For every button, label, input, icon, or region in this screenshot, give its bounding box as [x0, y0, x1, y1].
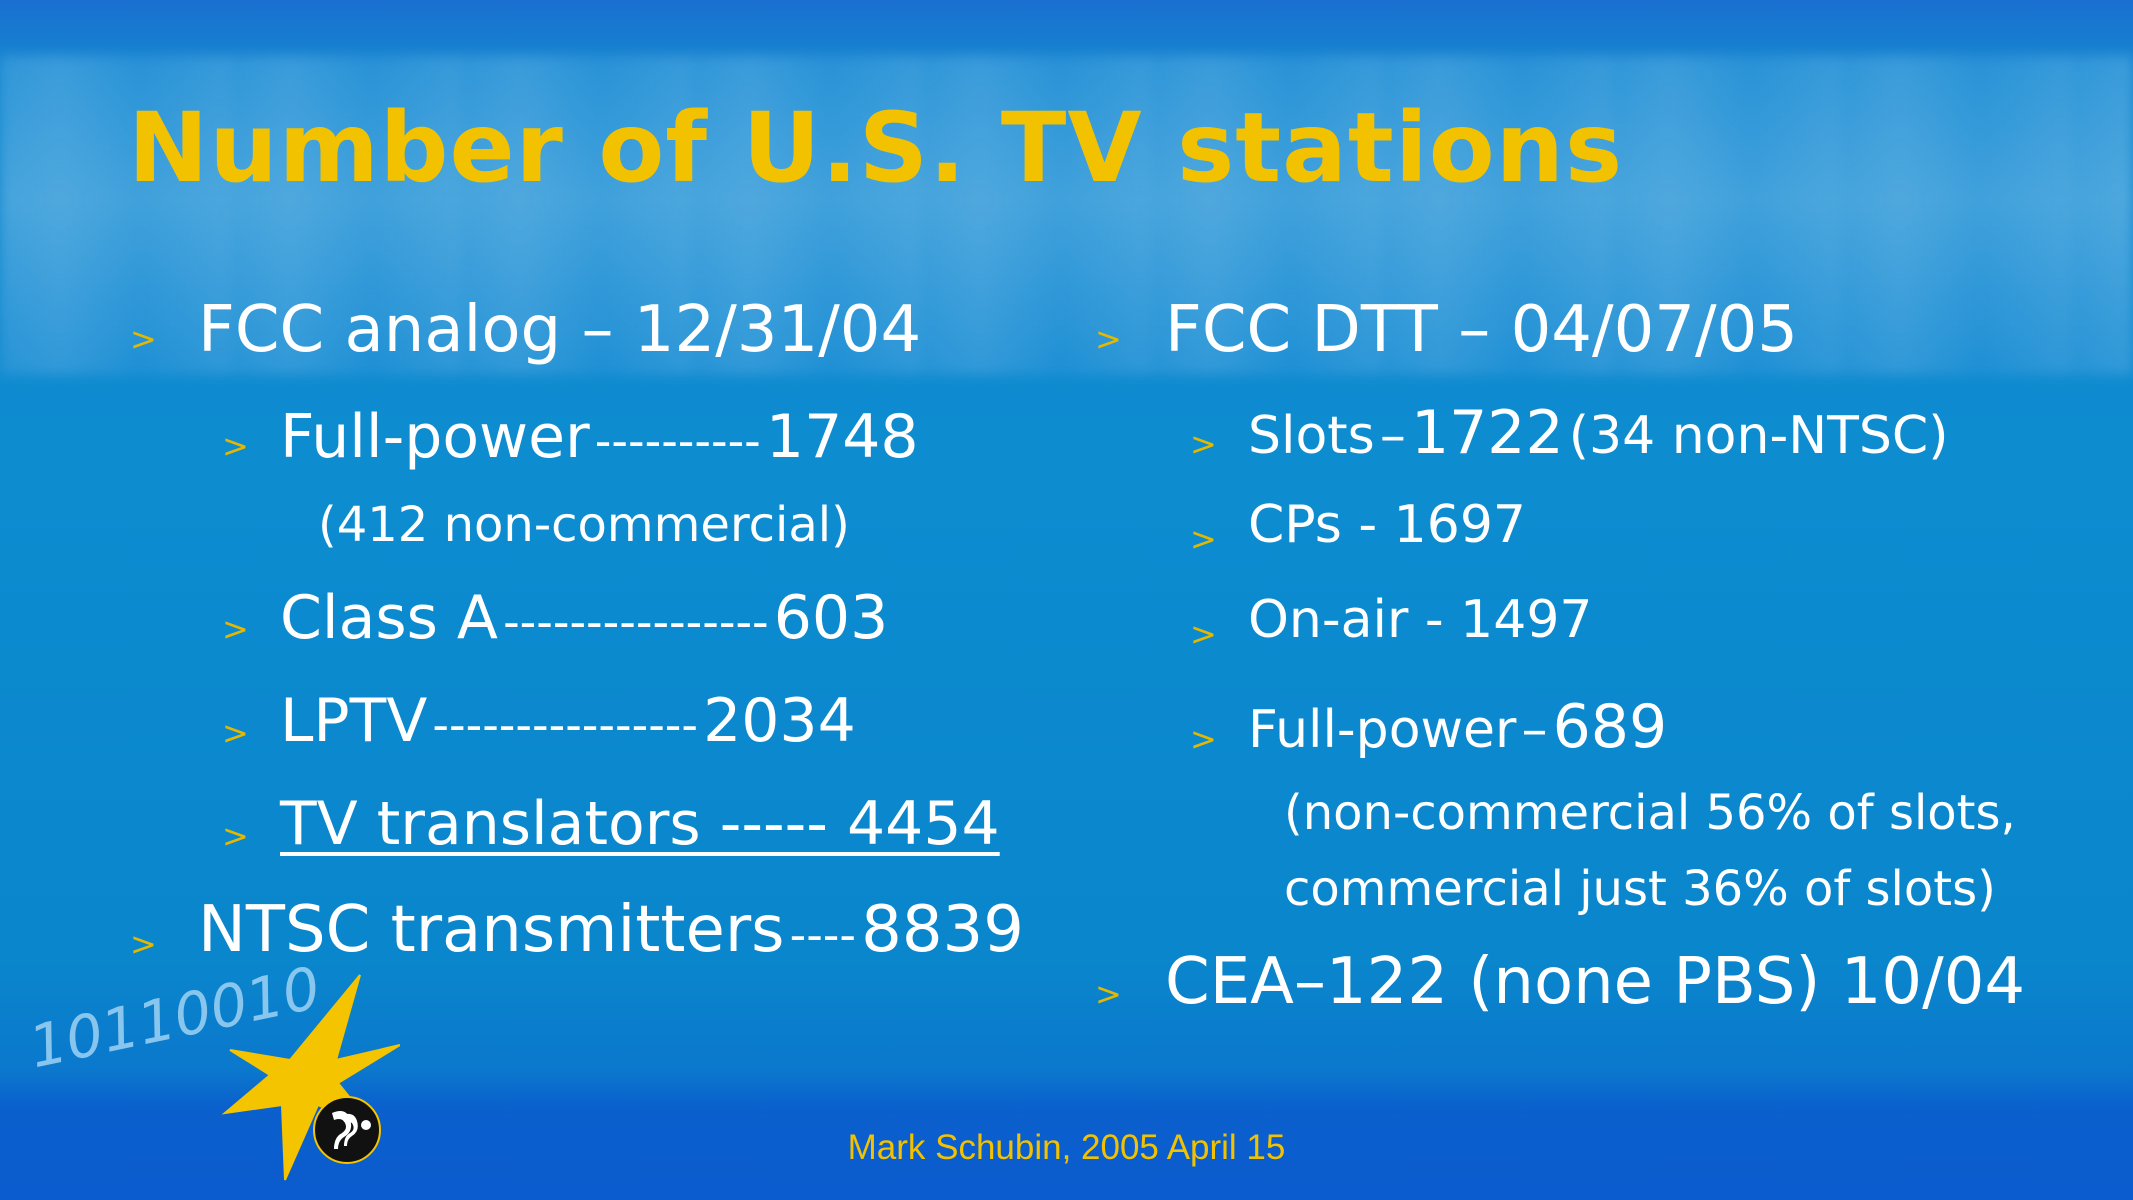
slots-value: 1722: [1410, 398, 1564, 468]
cea-label: CEA: [1165, 945, 1294, 1019]
on-air-row: On-air - 1497: [1248, 590, 1593, 650]
dtt-note-line-1: (non-commercial 56% of slots,: [1284, 785, 2016, 841]
bullet-icon: >: [1095, 320, 1122, 358]
analog-date: 12/31/04: [633, 293, 922, 367]
full-power-note: (412 non-commercial): [318, 497, 850, 553]
full-power-dtt-row: Full-power – 689: [1248, 692, 1667, 762]
cea-sep: –: [1293, 945, 1326, 1019]
slide-title: Number of U.S. TV stations: [128, 92, 1624, 204]
footer-credit: Mark Schubin, 2005 April 15: [847, 1128, 1286, 1167]
cea-date: 10/04: [1840, 945, 2026, 1019]
class-a-label: Class A: [280, 583, 498, 653]
right-heading: FCC DTT – 04/07/05: [1165, 293, 1798, 367]
analog-label: FCC analog: [198, 293, 562, 367]
lptv-label: LPTV: [280, 686, 428, 756]
cps-row: CPs - 1697: [1248, 495, 1527, 555]
slots-note: (34 non-NTSC): [1568, 406, 1949, 466]
full-power-dtt-value: 689: [1552, 692, 1668, 762]
dtt-note-line-2: commercial just 36% of slots): [1284, 861, 1996, 917]
bullet-icon: >: [1095, 975, 1122, 1013]
slots-sep: –: [1379, 406, 1406, 466]
star-burst-shape: [221, 974, 400, 1181]
cea-number: 122: [1325, 945, 1449, 1019]
tv-translators-row: TV translators ----- 4454: [280, 789, 1000, 859]
bullet-icon: >: [222, 610, 249, 648]
full-power-dtt-label: Full-power: [1248, 700, 1517, 760]
bullet-icon: >: [1190, 520, 1217, 558]
bullet-icon: >: [222, 427, 249, 465]
cea-row: CEA–122 (none PBS) 10/04: [1165, 945, 2025, 1019]
class-a-dashes: ----------------: [503, 595, 769, 649]
bullet-icon: >: [222, 714, 249, 752]
bullet-icon: >: [1190, 720, 1217, 758]
full-power-row: Full-power ---------- 1748: [280, 402, 919, 472]
dtt-date: 04/07/05: [1510, 293, 1798, 367]
pbs-star-logo-icon: 10110010: [23, 965, 400, 1181]
analog-sep: –: [581, 293, 614, 367]
class-a-row: Class A ---------------- 603: [280, 583, 888, 653]
full-power-value: 1748: [765, 402, 919, 472]
full-power-dtt-sep: –: [1521, 700, 1548, 760]
left-heading: FCC analog – 12/31/04: [198, 293, 921, 367]
bullet-icon: >: [130, 320, 157, 358]
lptv-value: 2034: [703, 686, 856, 756]
ntsc-label: NTSC transmitters: [198, 893, 785, 967]
bullet-icon: >: [130, 925, 157, 963]
class-a-value: 603: [773, 583, 889, 653]
dtt-label: FCC DTT: [1165, 293, 1438, 367]
bullet-icon: >: [1190, 425, 1217, 463]
ntsc-row: NTSC transmitters ---- 8839: [198, 893, 1024, 967]
full-power-label: Full-power: [280, 402, 590, 472]
full-power-dashes: ----------: [594, 414, 761, 468]
bullet-icon: >: [1190, 615, 1217, 653]
lptv-dashes: ----------------: [432, 698, 698, 752]
dtt-sep: –: [1458, 293, 1491, 367]
lptv-row: LPTV ---------------- 2034: [280, 686, 856, 756]
ntsc-dashes: ----: [789, 908, 856, 962]
slots-label: Slots: [1248, 406, 1375, 466]
background-blur-band: [0, 55, 2133, 375]
bullet-icon: >: [222, 817, 249, 855]
ntsc-value: 8839: [861, 893, 1024, 967]
slots-row: Slots – 1722 (34 non-NTSC): [1248, 398, 1948, 468]
cea-paren: (none PBS): [1468, 945, 1821, 1019]
